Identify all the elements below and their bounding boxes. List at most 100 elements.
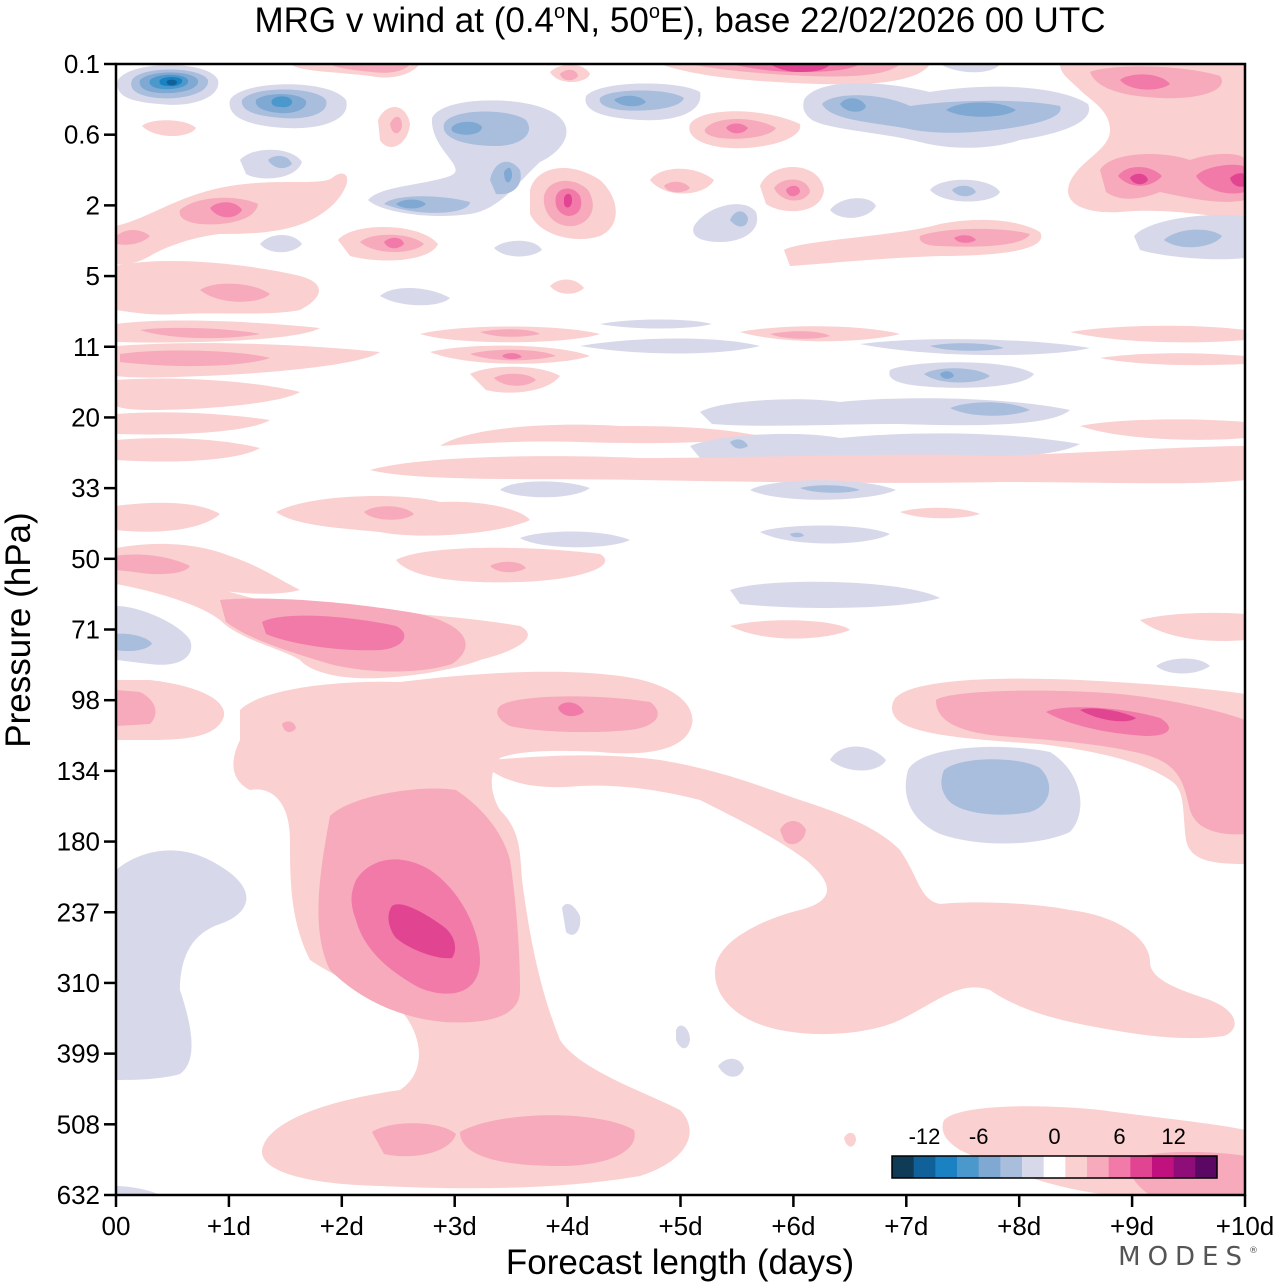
contour-pos-6 — [384, 237, 404, 249]
contour-pos-4 — [780, 821, 806, 845]
contour-neg-4 — [941, 759, 1050, 815]
contour-neg-4 — [730, 439, 748, 449]
y-axis-label: Pressure (hPa) — [0, 512, 38, 747]
colorbar-swatch — [1022, 1156, 1045, 1178]
contour-pos-4 — [200, 283, 270, 302]
contour-pos-4 — [282, 721, 296, 733]
contour-pos-4 — [390, 116, 402, 134]
contour-pos-2 — [370, 446, 1245, 484]
y-tick-label: 0.1 — [64, 49, 100, 79]
contour-pos-2 — [730, 620, 850, 639]
colorbar-label: 0 — [1048, 1124, 1060, 1149]
contour-neg-6 — [504, 167, 512, 183]
contour-pos-8 — [388, 904, 456, 959]
contour-pos-6 — [726, 123, 748, 134]
y-tick-label: 20 — [71, 402, 100, 432]
contour-pos-4 — [1100, 153, 1245, 202]
x-tick-label: +4d — [546, 1211, 590, 1241]
contour-neg-4 — [930, 343, 1004, 351]
contour-neg-2 — [676, 1025, 690, 1049]
y-tick-label: 0.6 — [64, 120, 100, 150]
x-tick-label: +7d — [884, 1211, 928, 1241]
y-tick-label: 180 — [57, 827, 100, 857]
x-tick-label: +1d — [207, 1211, 251, 1241]
colorbar-swatch — [913, 1156, 936, 1178]
contour-neg-2 — [580, 338, 760, 354]
contour-pos-6 — [1046, 707, 1169, 736]
contour-pos-8 — [1130, 173, 1148, 185]
x-tick-label: +10d — [1216, 1211, 1275, 1241]
contour-neg-2 — [116, 850, 247, 1080]
contour-pos-8 — [770, 64, 830, 72]
contour-pos-4 — [494, 373, 536, 386]
contour-pos-4 — [372, 1123, 456, 1157]
contour-pos-4 — [116, 554, 190, 575]
colorbar-label: 6 — [1113, 1124, 1125, 1149]
contour-neg-4 — [268, 155, 292, 169]
contour-neg-2 — [693, 204, 758, 242]
x-tick-label: +8d — [997, 1211, 1041, 1241]
contour-neg-6 — [396, 199, 426, 209]
y-tick-label: 310 — [57, 968, 100, 998]
contour-pos-4 — [919, 228, 1030, 247]
contour-pos-4 — [140, 327, 260, 339]
contour-pos-4 — [490, 561, 526, 573]
contour-pos-2 — [900, 507, 980, 519]
contour-pos-8 — [1080, 708, 1136, 722]
colorbar-swatch — [892, 1156, 915, 1178]
contour-neg-2 — [690, 433, 1080, 460]
contour-pos-6 — [262, 615, 405, 651]
contour-neg-2 — [562, 903, 581, 935]
contour-neg-6 — [451, 121, 482, 135]
contour-neg-2 — [830, 198, 876, 218]
contour-neg-4 — [924, 368, 990, 383]
colorbar-swatch — [957, 1156, 980, 1178]
contour-pos-2 — [1070, 325, 1245, 343]
x-tick-label: 00 — [102, 1211, 131, 1241]
contour-pos-8 — [564, 193, 572, 208]
y-tick-label: 71 — [71, 615, 100, 645]
colorbar-swatch — [1195, 1156, 1218, 1178]
colorbar-swatch — [1000, 1156, 1023, 1178]
contour-neg-12 — [166, 79, 177, 86]
contour-neg-6 — [940, 371, 954, 379]
contour-pos-2 — [1140, 612, 1245, 642]
contour-neg-4 — [790, 532, 804, 538]
x-tick-label: +3d — [433, 1211, 477, 1241]
contour-pos-4 — [330, 64, 410, 73]
contour-neg-6 — [614, 95, 646, 107]
contour-neg-4 — [443, 111, 530, 146]
contour-pos-6 — [558, 702, 584, 717]
contour-neg-4 — [116, 633, 152, 652]
y-tick-label: 399 — [57, 1039, 100, 1069]
colorbar-swatch — [935, 1156, 958, 1178]
contour-pos-4 — [116, 230, 150, 245]
contour-pos-2 — [440, 424, 760, 446]
y-tick-label: 98 — [71, 685, 100, 715]
colorbar-label: -12 — [909, 1124, 941, 1149]
contour-pos-2 — [490, 755, 1235, 1039]
contour-pos-2 — [844, 1132, 856, 1147]
contour-pos-6 — [210, 202, 242, 218]
y-tick-label: 5 — [86, 261, 100, 291]
y-tick-label: 508 — [57, 1109, 100, 1139]
y-tick-label: 50 — [71, 544, 100, 574]
y-tick-label: 2 — [86, 190, 100, 220]
colorbar-swatch — [1043, 1156, 1066, 1178]
contour-pos-6 — [1120, 74, 1170, 90]
contour-neg-8 — [271, 96, 293, 108]
colorbar-label: -6 — [969, 1124, 989, 1149]
colorbar-swatch — [978, 1156, 1001, 1178]
contour-neg-2 — [240, 149, 302, 179]
contour-neg-2 — [494, 240, 542, 257]
colorbar-swatch — [1173, 1156, 1196, 1178]
contour-neg-2 — [760, 525, 890, 544]
contour-neg-2 — [380, 287, 450, 306]
contour-pos-2 — [116, 438, 260, 462]
x-axis-label: Forecast length (days) — [506, 1243, 854, 1282]
contour-pos-2 — [116, 502, 220, 532]
x-axis: 00 +1d +2d +3d +4d +5d +6d +7d +8d +9d +10d — [102, 1195, 1275, 1241]
colorbar-label: 12 — [1161, 1124, 1185, 1149]
contour-pos-4 — [770, 331, 830, 339]
